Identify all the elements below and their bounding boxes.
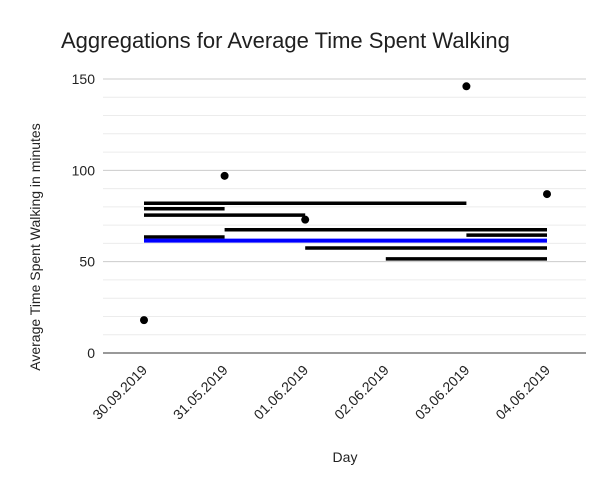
y-axis-title: Average Time Spent Walking in minutes [27, 123, 43, 370]
x-tick-label: 30.09.2019 [89, 362, 150, 423]
chart-title: Aggregations for Average Time Spent Walk… [61, 28, 510, 53]
x-tick-label: 02.06.2019 [331, 362, 392, 423]
gridlines [103, 78, 586, 354]
y-tick-label: 150 [72, 71, 96, 87]
data-point [301, 215, 310, 224]
y-tick-label: 0 [87, 345, 95, 361]
x-axis-title: Day [333, 449, 358, 465]
data-point [220, 171, 229, 180]
x-tick-label: 31.05.2019 [170, 362, 231, 423]
x-tick-label: 04.06.2019 [492, 362, 553, 423]
data-point [462, 82, 471, 91]
y-tick-label: 50 [79, 254, 95, 270]
x-tick-label: 01.06.2019 [250, 362, 311, 423]
aggregation-lines [144, 201, 547, 261]
y-tick-label: 100 [72, 162, 96, 178]
data-point [543, 190, 551, 199]
x-tick-label: 03.06.2019 [412, 362, 473, 423]
data-point [140, 316, 148, 325]
data-points [140, 82, 551, 325]
